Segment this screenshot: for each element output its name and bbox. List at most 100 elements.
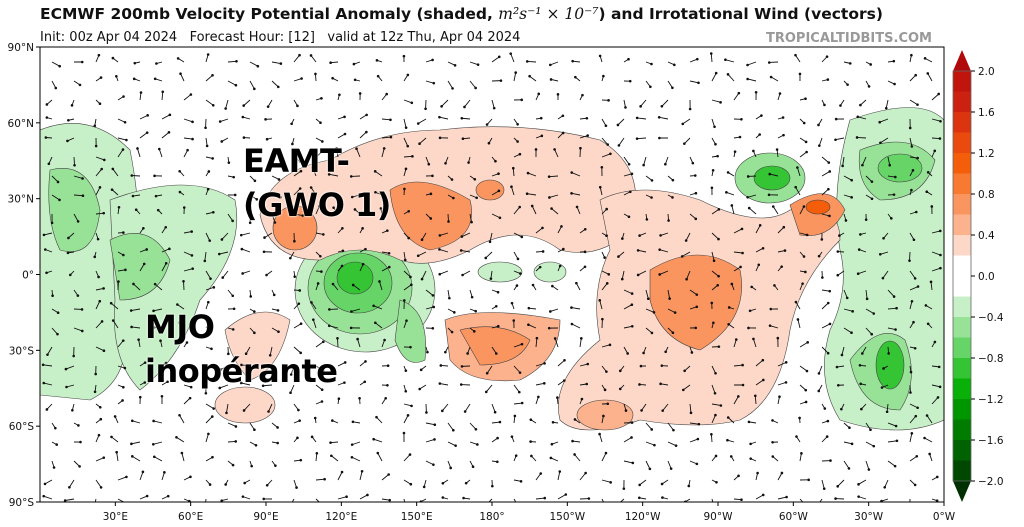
wind-vector-head bbox=[747, 326, 750, 330]
wind-vector-head bbox=[526, 171, 530, 175]
wind-vector bbox=[95, 168, 103, 177]
wind-vector-head bbox=[121, 339, 125, 342]
wind-vector-head bbox=[122, 253, 125, 257]
wind-vector bbox=[858, 479, 867, 485]
wind-vector-head bbox=[220, 140, 224, 143]
wind-vector-head bbox=[784, 361, 788, 364]
wind-vector-head bbox=[129, 309, 133, 312]
wind-vector bbox=[710, 53, 713, 63]
wind-vector bbox=[112, 320, 119, 329]
wind-vector-head bbox=[132, 282, 135, 286]
wind-vector bbox=[293, 346, 301, 354]
wind-vector bbox=[249, 80, 255, 90]
wind-vector-head bbox=[802, 205, 806, 208]
wind-vector-head bbox=[573, 453, 576, 456]
wind-vector-head bbox=[585, 382, 589, 386]
wind-vector-head bbox=[152, 326, 156, 329]
wind-vector bbox=[469, 80, 476, 89]
wind-vector-head bbox=[609, 152, 612, 156]
wind-vector-head bbox=[273, 221, 277, 224]
wind-vector-head bbox=[542, 382, 546, 385]
wind-vector-head bbox=[261, 384, 265, 388]
wind-vector bbox=[513, 72, 517, 82]
wind-vector-head bbox=[674, 444, 678, 447]
wind-vector bbox=[310, 187, 317, 196]
wind-vector-head bbox=[331, 419, 334, 422]
wind-vector-head bbox=[297, 408, 300, 412]
wind-vector bbox=[623, 156, 630, 165]
wind-vector-head bbox=[489, 277, 493, 280]
wind-vector-head bbox=[556, 396, 559, 399]
wind-vector bbox=[667, 308, 676, 314]
wind-vector bbox=[931, 137, 940, 139]
wind-vector-head bbox=[867, 85, 871, 88]
wind-vector-head bbox=[583, 265, 587, 269]
wind-vector bbox=[755, 225, 761, 234]
wind-vector-head bbox=[638, 483, 641, 487]
wind-vector-head bbox=[806, 341, 809, 344]
wind-vector-head bbox=[551, 420, 555, 424]
wind-vector bbox=[549, 194, 559, 198]
wind-vector-head bbox=[351, 420, 355, 424]
wind-vector-head bbox=[447, 220, 450, 223]
wind-vector-head bbox=[76, 294, 80, 297]
wind-vector-head bbox=[65, 385, 68, 389]
wind-vector-head bbox=[529, 418, 533, 422]
wind-vector bbox=[926, 415, 933, 424]
wind-vector-head bbox=[746, 77, 749, 81]
wind-vector bbox=[439, 116, 449, 120]
wind-vector-head bbox=[387, 473, 390, 476]
wind-vector-head bbox=[659, 234, 662, 237]
wind-vector-head bbox=[794, 185, 797, 189]
wind-vector-head bbox=[630, 303, 634, 306]
wind-vector-head bbox=[848, 426, 851, 430]
wind-vector-head bbox=[795, 435, 798, 438]
wind-vector-head bbox=[528, 74, 531, 78]
wind-vector-head bbox=[822, 487, 826, 490]
colorbar-tick-label: −2.0 bbox=[978, 476, 1004, 488]
wind-vector bbox=[337, 471, 343, 481]
wind-vector-head bbox=[752, 337, 755, 341]
wind-vector-head bbox=[331, 76, 334, 80]
wind-vector-head bbox=[178, 413, 181, 417]
wind-vector bbox=[711, 72, 717, 82]
wind-vector-head bbox=[750, 285, 753, 289]
wind-vector-head bbox=[461, 137, 465, 141]
wind-vector-head bbox=[908, 259, 911, 262]
wind-vector-head bbox=[561, 114, 565, 118]
wind-vector bbox=[843, 441, 853, 445]
wind-vector-head bbox=[45, 271, 48, 275]
wind-vector-head bbox=[320, 270, 323, 273]
wind-vector-head bbox=[601, 317, 604, 321]
wind-vector-head bbox=[914, 414, 918, 418]
wind-vector-head bbox=[818, 144, 821, 147]
wind-vector bbox=[777, 226, 785, 234]
wind-vector-head bbox=[375, 415, 378, 419]
wind-vector-head bbox=[332, 206, 335, 209]
wind-vector bbox=[512, 168, 515, 177]
wind-vector-head bbox=[151, 442, 155, 446]
wind-vector bbox=[727, 74, 735, 82]
wind-vector bbox=[161, 91, 164, 101]
wind-vector bbox=[241, 232, 251, 236]
wind-vector-head bbox=[50, 221, 54, 225]
wind-vector-head bbox=[474, 427, 478, 431]
wind-vector-head bbox=[403, 299, 406, 302]
wind-vector-head bbox=[440, 105, 443, 108]
wind-vector-head bbox=[570, 322, 574, 326]
wind-vector-head bbox=[697, 81, 700, 85]
wind-vector bbox=[293, 54, 300, 63]
wind-vector-head bbox=[300, 77, 303, 80]
wind-vector-head bbox=[99, 486, 103, 489]
wind-vector bbox=[205, 54, 209, 63]
wind-vector bbox=[818, 365, 823, 374]
wind-vector-head bbox=[926, 322, 930, 326]
wind-vector-head bbox=[365, 113, 368, 117]
wind-vector-head bbox=[714, 413, 717, 417]
title-tail: ) and Irrotational Wind (vectors) bbox=[598, 5, 883, 23]
wind-vector-head bbox=[96, 237, 100, 241]
wind-vector bbox=[269, 346, 273, 356]
wind-vector bbox=[425, 80, 434, 84]
wind-vector bbox=[293, 188, 301, 196]
wind-vector-head bbox=[571, 59, 574, 63]
